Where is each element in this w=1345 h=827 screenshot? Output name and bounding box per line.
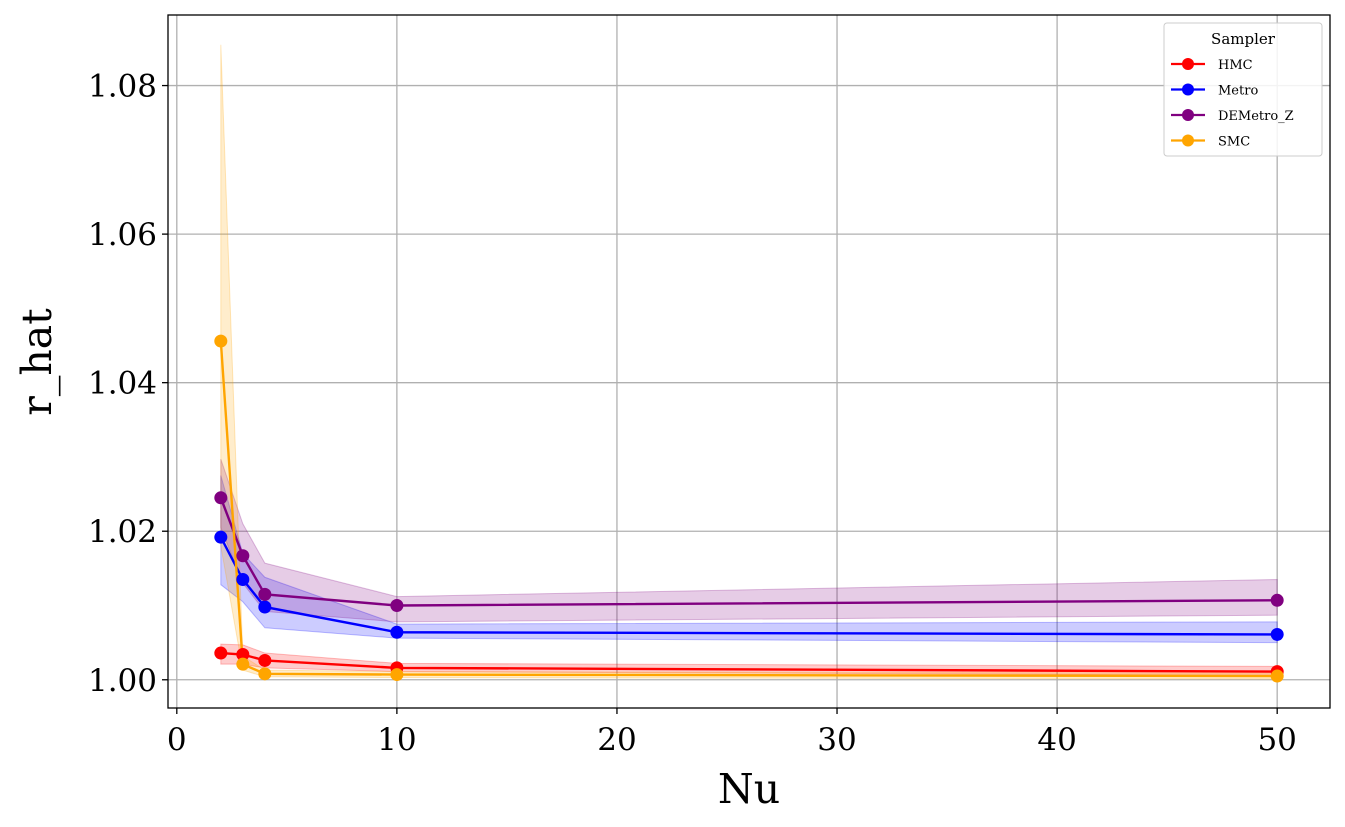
demetro-z-band: [220, 459, 1278, 623]
metro-band: [220, 475, 1278, 644]
demetro-z-legend-marker: [1182, 109, 1194, 121]
confidence-bands: [220, 44, 1278, 680]
metro-point: [1270, 627, 1284, 641]
y-tick-label: 1.04: [88, 366, 157, 402]
smc-legend-label: SMC: [1218, 135, 1250, 150]
plot-frame: [167, 14, 1331, 709]
x-tick-label: 20: [597, 722, 636, 758]
smc-point: [214, 334, 228, 348]
smc-legend-marker: [1182, 134, 1194, 147]
y-tick-label: 1.06: [88, 217, 157, 253]
metro-point: [236, 573, 250, 587]
metro-legend-marker: [1182, 83, 1194, 96]
y-tick-label: 1.02: [88, 514, 157, 550]
smc-point: [390, 668, 404, 682]
x-axis-label: Nu: [718, 765, 780, 813]
legend-frame: [1163, 22, 1323, 157]
x-tick-label: 0: [167, 722, 187, 758]
smc-point: [258, 667, 272, 681]
y-axis-label: r_hat: [13, 308, 61, 416]
hmc-legend-label: HMC: [1218, 58, 1253, 73]
series-points: [214, 334, 1284, 683]
legend-title: Sampler: [1211, 30, 1276, 48]
demetro-z-point: [1270, 593, 1284, 607]
x-tick-label: 30: [817, 722, 856, 758]
smc-point: [236, 657, 250, 671]
demetro-z-point: [390, 598, 404, 612]
metro-legend-label: Metro: [1218, 84, 1258, 99]
y-tick-label: 1.00: [88, 663, 157, 699]
metro-point: [258, 600, 272, 614]
legend: Sampler HMC Metro DEMetro_Z SMC: [1163, 22, 1323, 157]
hmc-legend-marker: [1182, 58, 1194, 70]
metro-point: [214, 530, 228, 544]
hmc-point: [258, 653, 272, 667]
x-axis-ticks: 0 10 20 30 40 50: [167, 708, 1297, 758]
hmc-point: [214, 646, 228, 660]
metro-point: [390, 625, 404, 639]
demetro-z-point: [236, 549, 250, 563]
y-axis-ticks: 1.00 1.02 1.04 1.06 1.08: [88, 69, 168, 699]
demetro-z-point: [258, 587, 272, 601]
demetro-z-point: [214, 491, 228, 505]
y-tick-label: 1.08: [88, 69, 157, 105]
x-tick-label: 50: [1257, 722, 1296, 758]
smc-point: [1270, 669, 1284, 683]
x-tick-label: 10: [377, 722, 416, 758]
x-tick-label: 40: [1037, 722, 1076, 758]
demetro-z-legend-label: DEMetro_Z: [1218, 109, 1294, 124]
hmc-point: [236, 648, 250, 662]
